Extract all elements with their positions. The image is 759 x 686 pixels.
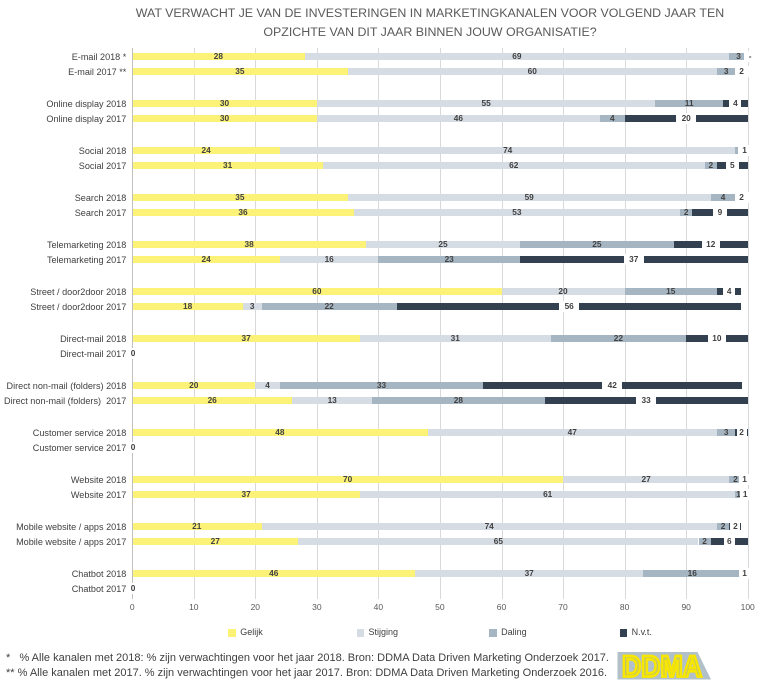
- svg-text:DDMA: DDMA: [622, 651, 702, 684]
